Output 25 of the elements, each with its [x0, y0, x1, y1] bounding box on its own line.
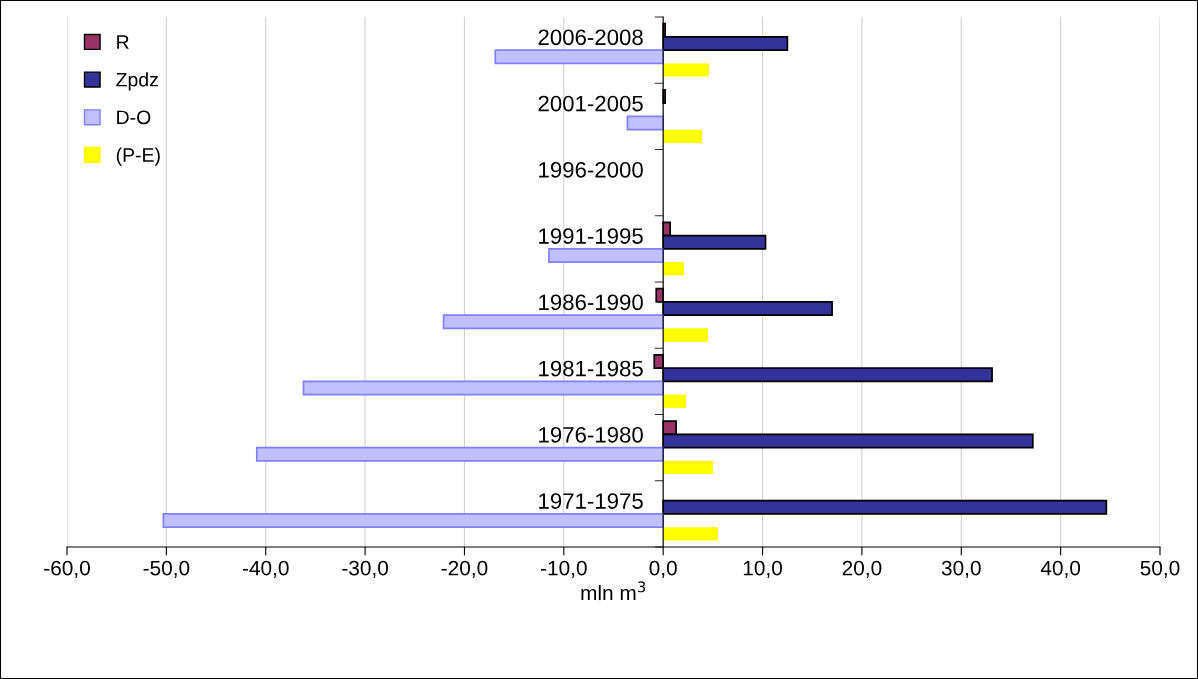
x-tick-label: -20,0 — [441, 560, 488, 578]
x-tick-label: 20,0 — [842, 560, 882, 578]
y-tick-label: 1976-1980 — [539, 426, 643, 443]
x-tick-label: -60,0 — [44, 560, 90, 578]
y-tick-label: 2006-2008 — [538, 29, 643, 46]
x-tick-label: -10,0 — [541, 560, 587, 578]
x-tick-label: -30,0 — [342, 560, 389, 578]
x-tick-label: -40,0 — [242, 560, 289, 578]
y-tick-label: 1971-1975 — [539, 493, 643, 509]
x-tick-label: 0,0 — [649, 560, 677, 578]
x-tick-label: 50,0 — [1140, 560, 1180, 578]
x-tick-label: 10,0 — [743, 560, 783, 578]
y-tick-label: 1986-1990 — [539, 294, 643, 311]
y-tick-label: 1991-1995 — [539, 228, 643, 244]
y-tick-label: 1981-1985 — [539, 360, 643, 377]
y-tick-label: 1996-2000 — [539, 161, 643, 178]
legend-label: (P-E) — [116, 147, 160, 166]
x-tick-label: 30,0 — [941, 560, 981, 578]
legend-label: Zpdz — [116, 72, 158, 91]
legend-label: R — [117, 35, 129, 49]
legend-label: D-O — [117, 110, 151, 125]
y-tick-label: 2001-2005 — [538, 95, 643, 112]
x-tick-label: 40,0 — [1040, 560, 1081, 578]
x-axis-title: mln m$^{3}$ — [581, 581, 646, 601]
x-tick-label: -50,0 — [143, 560, 190, 578]
